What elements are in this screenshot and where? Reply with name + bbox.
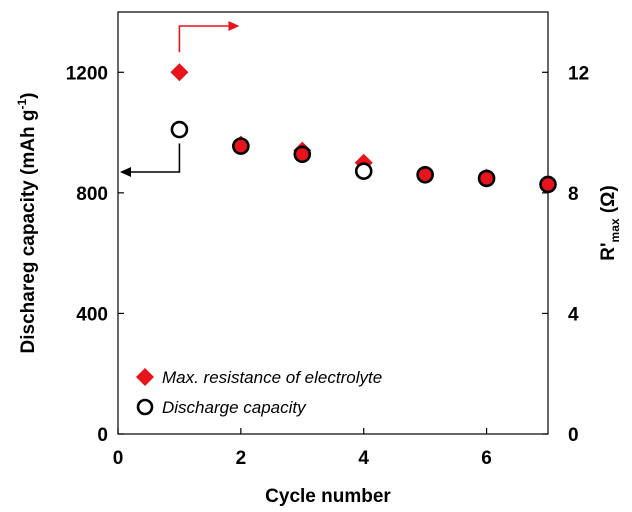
legend-circle-marker (136, 398, 154, 416)
capacity-point (170, 120, 189, 139)
left-axis-arrow-head (120, 167, 131, 177)
capacity-point (232, 137, 250, 155)
y-right-tick-label: 0 (568, 425, 579, 446)
x-tick-label: 6 (481, 448, 492, 469)
y-right-axis-title: R'max (Ω) (598, 185, 622, 260)
y-left-title-main: Dischareg capacity (mAh g (18, 110, 39, 354)
legend: Max. resistance of electrolyte Discharge… (136, 368, 382, 417)
y-left-tick-label: 800 (76, 184, 108, 205)
capacity-point (293, 145, 312, 164)
resistance-point (170, 63, 189, 82)
x-tick-label: 2 (236, 448, 247, 469)
legend-label-capacity: Discharge capacity (162, 398, 307, 417)
capacity-point (539, 175, 557, 194)
axis-arrows (120, 21, 240, 177)
y-right-title-sub: max (608, 218, 622, 242)
y-right-tick-label: 8 (568, 184, 579, 205)
x-axis-title: Cycle number (265, 486, 391, 507)
capacity-point (416, 165, 434, 184)
left-axis-arrow-line (130, 143, 181, 173)
x-tick-label: 4 (358, 448, 369, 469)
right-axis-arrow-head (228, 21, 240, 31)
legend-label-resistance: Max. resistance of electrolyte (162, 368, 382, 387)
y-left-title-sup: -1 (15, 99, 29, 110)
legend-diamond-marker (136, 368, 154, 386)
capacity-point (354, 162, 373, 180)
plot-frame (117, 11, 549, 435)
y-left-tick-label: 400 (76, 304, 108, 325)
x-tick-label: 0 (113, 448, 124, 469)
right-axis-arrow-line (178, 25, 230, 53)
ticks: 0 2 4 6 0 400 800 1200 0 4 8 12 (66, 63, 589, 469)
capacity-point (477, 169, 496, 188)
y-left-axis-title: Dischareg capacity (mAh g-1) (15, 93, 39, 354)
y-left-tick-label: 0 (97, 425, 108, 446)
y-right-title-main: R' (598, 242, 619, 260)
y-right-tick-label: 4 (568, 304, 579, 325)
y-right-title-unit: (Ω) (598, 185, 619, 218)
data-marks (170, 63, 557, 194)
y-left-tick-label: 1200 (66, 63, 108, 84)
y-left-title-close: ) (18, 93, 39, 99)
y-right-tick-label: 12 (568, 63, 589, 84)
